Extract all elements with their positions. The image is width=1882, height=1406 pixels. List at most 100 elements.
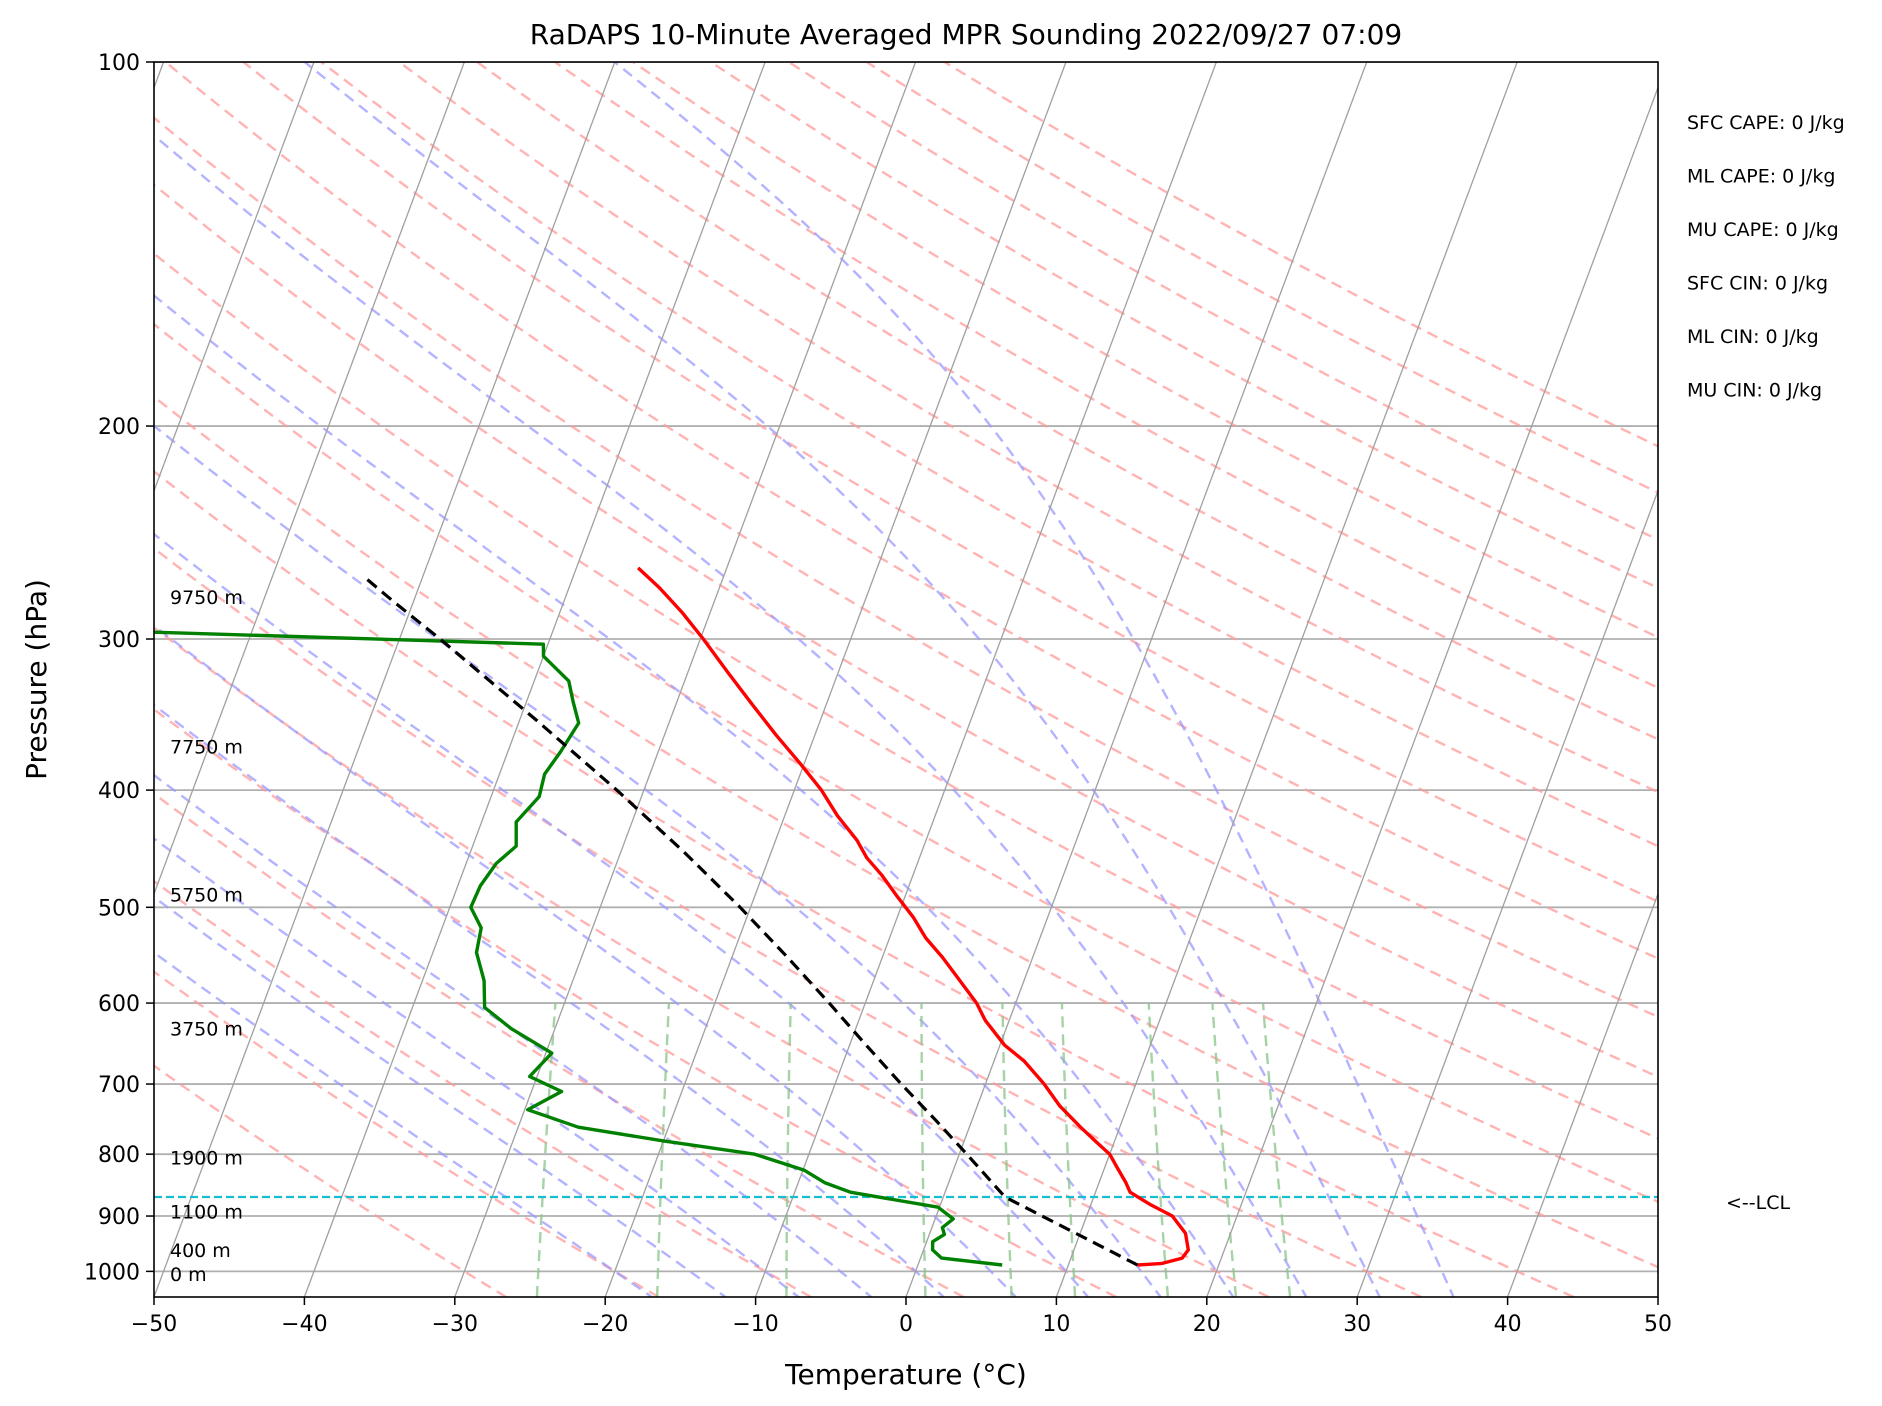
mixing-ratio-line — [1147, 1003, 1170, 1297]
dry-adiabat-line — [154, 183, 1658, 1079]
mixing-ratio-line — [535, 1003, 557, 1297]
x-tick-label: −40 — [281, 1312, 327, 1337]
x-tick-label: −20 — [582, 1312, 628, 1337]
dry-adiabat-line — [632, 62, 1658, 639]
moist-adiabat-line — [613, 62, 1455, 1297]
x-tick-label: −10 — [732, 1312, 778, 1337]
height-label: 1100 m — [170, 1201, 243, 1223]
x-tick-label: 40 — [1494, 1312, 1522, 1337]
x-axis-label: Temperature (°C) — [784, 1358, 1027, 1391]
moist-adiabat-line — [154, 624, 1018, 1297]
dry-adiabat-line — [554, 62, 1658, 690]
y-tick-label: 800 — [98, 1143, 140, 1168]
background-lines — [154, 62, 1658, 1297]
index-label: ML CIN: 0 J/kg — [1687, 326, 1819, 348]
profile-lines — [154, 566, 1190, 1267]
y-tick-label: 300 — [98, 628, 140, 653]
dry-adiabat-line — [398, 62, 1658, 794]
dry-adiabat-line — [154, 970, 660, 1297]
moist-adiabat-line — [154, 895, 728, 1297]
moist-adiabat-line — [154, 773, 874, 1297]
annotations: 9750 m 7750 m 5750 m 3750 m 1900 m 1100 m 400 … — [170, 112, 1845, 1286]
moist-adiabat-line — [154, 951, 654, 1297]
isotherm-line — [1206, 85, 1658, 1297]
lcl-label: <--LCL — [1726, 1192, 1790, 1214]
dry-adiabat-line — [788, 62, 1658, 542]
x-tick-label: 0 — [899, 1312, 913, 1337]
height-label: 400 m — [170, 1240, 231, 1262]
isotherm-line — [454, 62, 917, 1297]
index-label: SFC CIN: 0 J/kg — [1687, 273, 1828, 295]
isotherm-line — [154, 62, 616, 1297]
dry-adiabat-line — [320, 62, 1658, 848]
dry-adiabat-line — [154, 546, 1422, 1297]
moist-adiabat-line — [154, 133, 1308, 1297]
moist-adiabat-line — [154, 424, 1163, 1297]
height-label: 7750 m — [170, 736, 243, 758]
dry-adiabat-line — [710, 62, 1658, 590]
dry-adiabat-line — [154, 469, 1575, 1297]
mixing-ratio-line — [655, 1003, 671, 1297]
dewpoint-line — [154, 630, 1003, 1267]
y-tick-label: 100 — [98, 51, 140, 76]
temperature-line — [636, 566, 1190, 1267]
index-label: ML CAPE: 0 J/kg — [1687, 166, 1835, 188]
moist-adiabat-line — [154, 532, 1090, 1297]
index-label: MU CIN: 0 J/kg — [1687, 380, 1822, 402]
y-tick-label: 1000 — [84, 1260, 140, 1285]
isotherm-line — [905, 62, 1368, 1297]
mixing-ratio-line — [1060, 1003, 1077, 1297]
mixing-ratio-line — [1261, 1003, 1292, 1297]
x-tick-label: 30 — [1343, 1312, 1371, 1337]
x-tick-label: −50 — [131, 1312, 177, 1337]
x-tick-label: −30 — [432, 1312, 478, 1337]
y-tick-label: 600 — [98, 992, 140, 1017]
dry-adiabat-line — [164, 62, 1658, 960]
x-tick-label: 10 — [1042, 1312, 1070, 1337]
isotherm-line — [303, 62, 766, 1297]
height-label: 1900 m — [170, 1147, 243, 1169]
mixing-ratio-line — [785, 1003, 792, 1297]
moist-adiabat-line — [154, 703, 946, 1297]
dry-adiabat-line — [154, 1064, 507, 1297]
height-label: 0 m — [170, 1264, 207, 1286]
dry-adiabat-line — [154, 395, 1658, 1269]
index-label: MU CAPE: 0 J/kg — [1687, 219, 1839, 241]
isotherm-line — [154, 62, 465, 896]
y-tick-label: 200 — [98, 415, 140, 440]
dry-adiabat-line — [943, 62, 1658, 448]
y-axis-label: Pressure (hPa) — [20, 579, 53, 780]
axes: −50 −40 −30 −20 −10 0 10 20 30 40 50 100 200 300 400 50… — [84, 51, 1672, 1337]
isotherm-line — [1506, 892, 1658, 1297]
height-label: 5750 m — [170, 885, 243, 907]
isotherm-line — [1055, 62, 1518, 1297]
y-tick-label: 400 — [98, 779, 140, 804]
dry-adiabat-line — [154, 626, 1270, 1297]
height-label: 9750 m — [170, 587, 243, 609]
isotherm-line — [1657, 1295, 1658, 1297]
y-tick-label: 700 — [98, 1073, 140, 1098]
index-label: SFC CAPE: 0 J/kg — [1687, 112, 1845, 134]
y-tick-label: 500 — [98, 896, 140, 921]
moist-adiabat-line — [303, 62, 1382, 1297]
moist-adiabat-line — [154, 293, 1235, 1297]
dry-adiabat-line — [154, 792, 965, 1297]
x-tick-label: 20 — [1193, 1312, 1221, 1337]
dry-adiabat-line — [154, 707, 1117, 1297]
height-label: 3750 m — [170, 1019, 243, 1041]
mixing-ratio-line — [1211, 1003, 1238, 1297]
chart-title: RaDAPS 10-Minute Averaged MPR Sounding 2… — [530, 18, 1402, 51]
mixing-ratio-line — [1001, 1003, 1013, 1297]
mixing-ratio-line — [920, 1003, 927, 1297]
dry-adiabat-line — [865, 62, 1658, 494]
moist-adiabat-line — [154, 837, 801, 1297]
isotherm-line — [154, 62, 315, 493]
dry-adiabat-line — [154, 116, 1658, 1019]
dry-adiabat-line — [154, 322, 1658, 1204]
x-tick-label: 50 — [1644, 1312, 1672, 1337]
y-tick-label: 900 — [98, 1205, 140, 1230]
dry-adiabat-line — [154, 252, 1658, 1140]
dry-adiabat-line — [476, 62, 1658, 741]
isotherm-line — [754, 62, 1217, 1297]
